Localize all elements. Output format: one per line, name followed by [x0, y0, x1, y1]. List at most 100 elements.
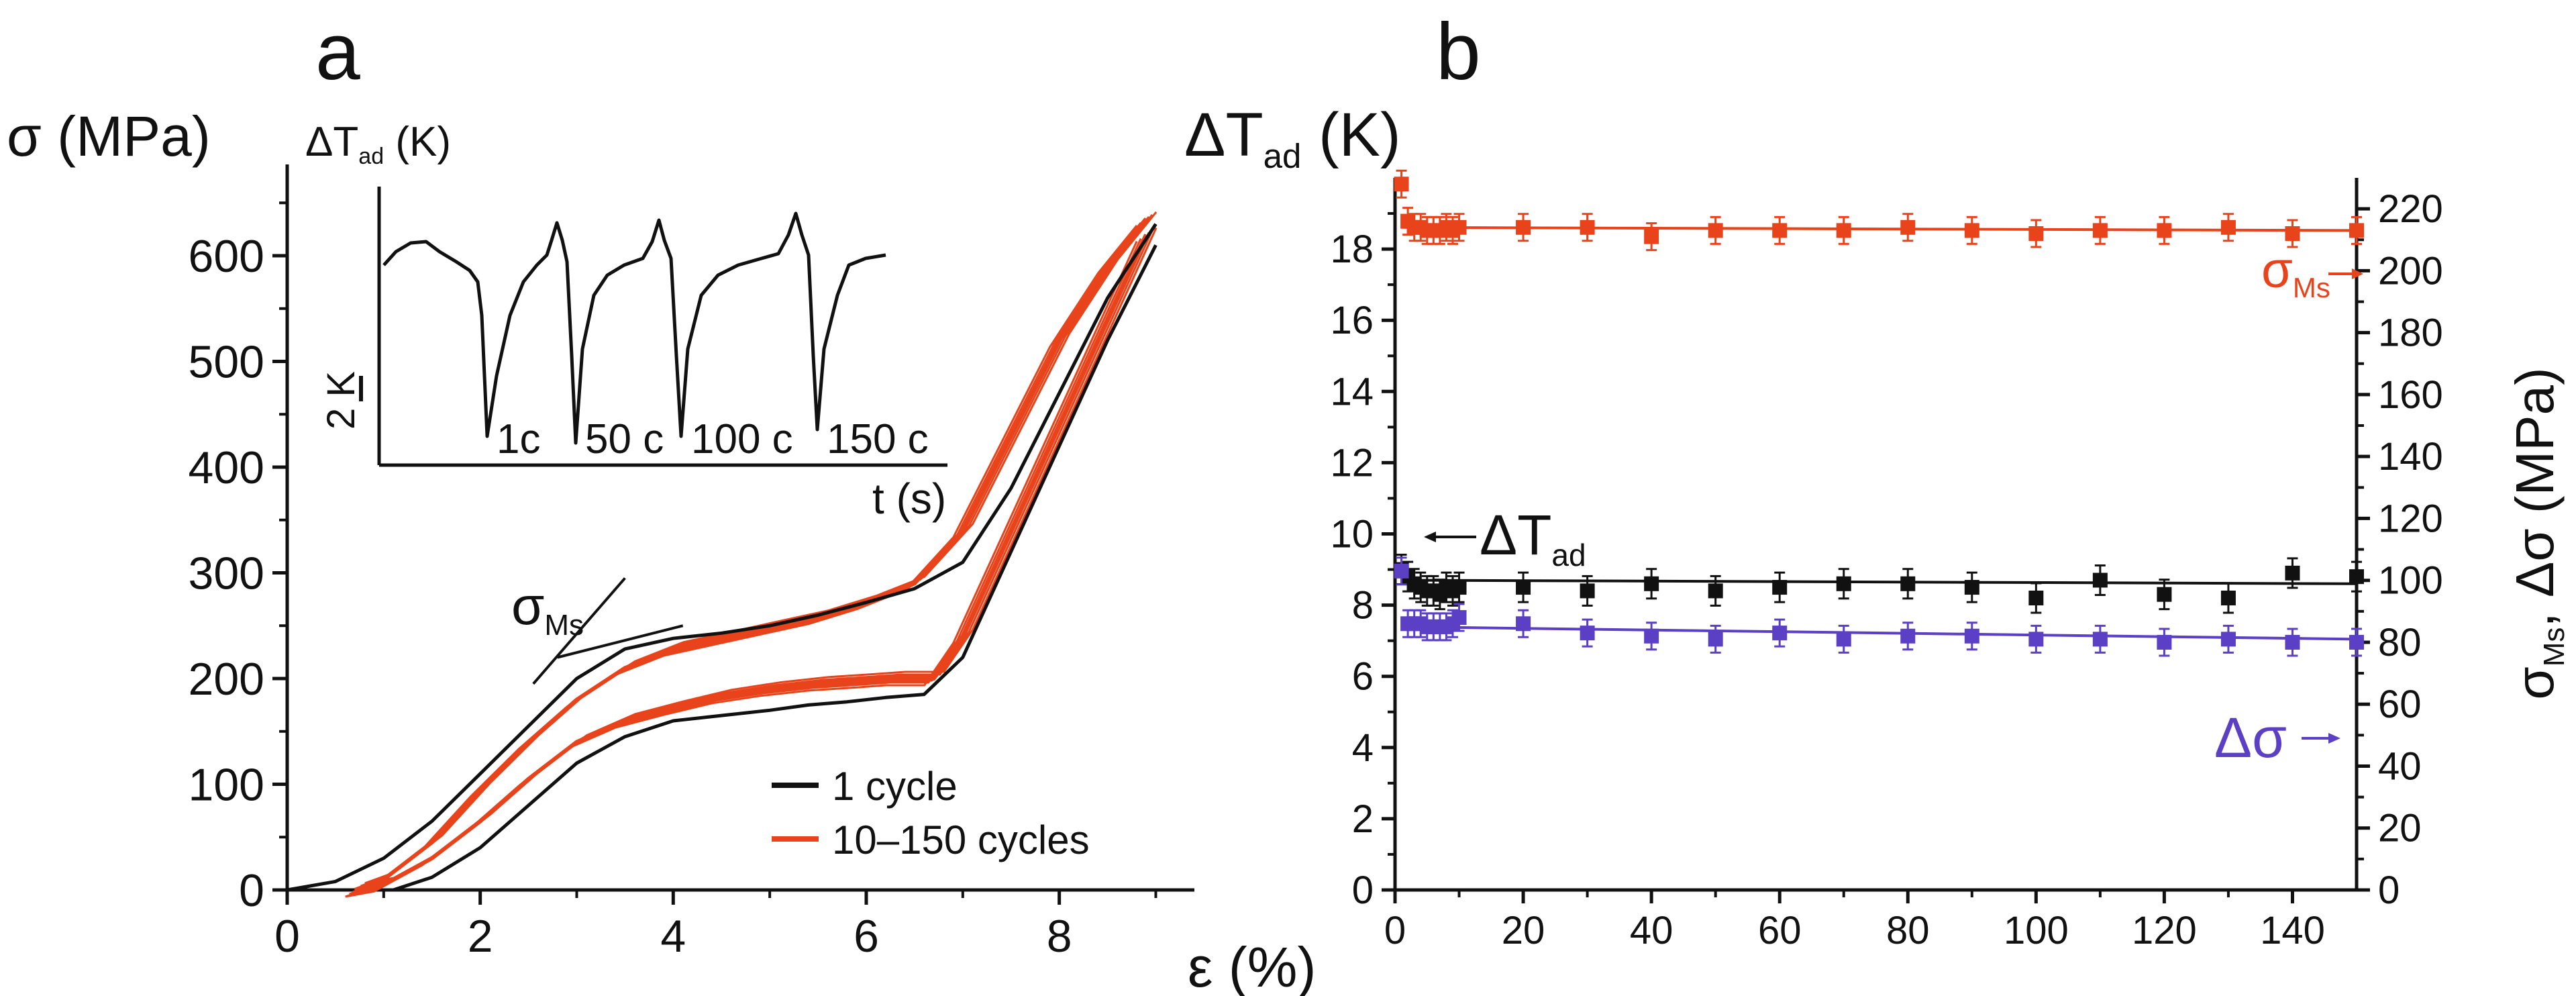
sigma-ms-point — [1772, 223, 1788, 238]
inset-y-axis-label-main: ΔT — [305, 119, 358, 165]
x-tick-label: 20 — [1502, 909, 1545, 952]
delta-sigma-point — [2092, 632, 2108, 647]
sigma-ms-point — [1900, 219, 1916, 235]
cycles-10-150-loading-line — [354, 217, 1148, 892]
sigma-ms-point — [1836, 223, 1851, 238]
x-tick-label: 2 — [468, 911, 493, 962]
panel-b: b024681012141618020406080100120140160180… — [1184, 7, 2571, 952]
left-tick-label: 10 — [1330, 513, 1374, 556]
delta-sigma-point — [2349, 634, 2364, 650]
delta-t-ad-point — [1451, 580, 1467, 595]
cycles-band-loading-trace — [352, 219, 1145, 893]
inset-temperature-trace — [382, 211, 886, 445]
y-tick-label: 400 — [189, 442, 264, 493]
sigma-ms-point — [1394, 177, 1409, 192]
sigma-ms-annotation-main: σ — [511, 576, 544, 636]
cycles-band-loading-trace — [345, 224, 1138, 898]
right-tick-label: 60 — [2378, 683, 2422, 726]
left-tick-label: 14 — [1330, 370, 1374, 413]
cycles-band-unloading-trace — [349, 238, 1142, 895]
delta-sigma-series-label-main: Δσ — [2214, 706, 2287, 769]
delta-t-ad-point — [1708, 583, 1723, 599]
y-tick-label: 300 — [189, 548, 264, 599]
panel-a: a 0 100 200 300 400 500 600 0 2 4 6 8 σ (MPa) ε (%) σMs… — [7, 7, 1316, 996]
inset-y-axis-label-sub: ad — [358, 144, 384, 169]
right-axis-label: σMs, Δσ (MPa) — [2505, 367, 2571, 699]
sigma-ms-tangent-2 — [557, 624, 684, 659]
inset-cycle-label: 1c — [497, 416, 540, 462]
sigma-ms-point — [1708, 223, 1723, 238]
delta-t-ad-point — [2157, 587, 2172, 602]
delta-t-ad-fit-line — [1401, 579, 2357, 585]
delta-t-ad-point — [1772, 580, 1788, 595]
left-axis-label: ΔTad (K) — [1184, 101, 1401, 175]
delta-sigma-point — [1964, 628, 1979, 644]
delta-t-ad-point — [1580, 583, 1595, 599]
sigma-ms-arrow-head — [2352, 268, 2363, 279]
delta-t-ad-point — [2028, 590, 2044, 605]
right-tick-label: 160 — [2378, 373, 2443, 417]
right-tick-label: 0 — [2378, 868, 2400, 912]
sigma-ms-fit-line — [1401, 226, 2357, 232]
right-tick-label: 200 — [2378, 249, 2443, 293]
delta-sigma-point — [2220, 632, 2236, 647]
inset-cycle-label: 100 c — [691, 416, 793, 462]
delta-sigma-point — [1580, 626, 1595, 641]
delta-t-ad-point — [1964, 580, 1979, 595]
x-axis-label: ε (%) — [1188, 936, 1316, 996]
inset-y-axis-label-rest: (K) — [384, 119, 451, 165]
delta-t-ad-series-label-main: ΔT — [1480, 503, 1551, 566]
cycles-band-loading-trace — [357, 215, 1150, 889]
right-tick-label: 120 — [2378, 497, 2443, 540]
x-tick-label: 6 — [854, 911, 879, 962]
delta-t-ad-series-label: ΔTad — [1480, 503, 1586, 572]
sigma-ms-point — [2092, 223, 2108, 238]
delta-t-ad-arrow-head — [1424, 532, 1436, 542]
sigma-ms-point — [1580, 219, 1595, 235]
delta-t-ad-series-label-sub: ad — [1551, 538, 1586, 572]
right-tick-label: 220 — [2378, 187, 2443, 231]
sigma-ms-tangent-1 — [532, 577, 626, 685]
y-axis-label: σ (MPa) — [7, 105, 211, 168]
cycles-band-unloading-trace — [352, 236, 1145, 893]
panel-label-a: a — [315, 7, 360, 97]
left-tick-label: 18 — [1330, 228, 1374, 271]
delta-sigma-point — [1516, 616, 1531, 632]
sigma-ms-point — [2285, 226, 2300, 242]
left-tick-label: 4 — [1352, 726, 1374, 770]
x-tick-label: 0 — [274, 911, 300, 962]
left-axis-label-rest: (K) — [1301, 101, 1400, 169]
delta-sigma-point — [2157, 634, 2172, 650]
cycles-10-150-unloading-line — [354, 234, 1148, 892]
left-tick-label: 12 — [1330, 441, 1374, 485]
delta-t-ad-point — [2349, 569, 2364, 585]
right-tick-label: 20 — [2378, 807, 2422, 850]
x-tick-label: 140 — [2260, 909, 2325, 952]
delta-t-ad-point — [2092, 572, 2108, 588]
y-tick-label: 600 — [189, 231, 264, 282]
delta-sigma-point — [2285, 634, 2300, 650]
inset-cycle-label: 50 c — [585, 416, 664, 462]
cycles-band-loading-trace — [360, 213, 1153, 887]
delta-t-ad-point — [2220, 590, 2236, 605]
cycle-1-loading-line — [287, 223, 1157, 892]
delta-sigma-point — [2028, 632, 2044, 647]
sigma-ms-annotation-sub: Ms — [544, 609, 584, 642]
delta-t-ad-point — [1516, 580, 1531, 595]
right-axis-label-sub: Ms — [2538, 628, 2571, 667]
right-tick-label: 180 — [2378, 311, 2443, 355]
sigma-ms-point — [2349, 223, 2364, 238]
cycle-1-unloading-line — [393, 244, 1157, 892]
sigma-ms-series-label-sub: Ms — [2293, 272, 2330, 303]
sigma-ms-point — [2220, 219, 2236, 235]
inset-y-axis-label: ΔTad (K) — [305, 119, 451, 169]
inset-x-axis-label: t (s) — [872, 475, 946, 523]
x-tick-label: 120 — [2132, 909, 2197, 952]
delta-sigma-point — [1451, 610, 1467, 626]
delta-sigma-point — [1900, 628, 1916, 644]
left-axis-label-main: ΔT — [1184, 101, 1264, 169]
x-tick-label: 60 — [1758, 909, 1802, 952]
right-tick-label: 80 — [2378, 621, 2422, 664]
sigma-ms-point — [1644, 229, 1659, 244]
